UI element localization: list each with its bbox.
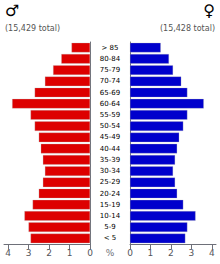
svg-text:80-84: 80-84 bbox=[100, 55, 121, 63]
svg-text:1: 1 bbox=[148, 248, 154, 258]
svg-text:(15,428 total): (15,428 total) bbox=[160, 24, 215, 33]
svg-text:5-9: 5-9 bbox=[104, 223, 115, 231]
svg-text:55-59: 55-59 bbox=[100, 111, 120, 119]
svg-text:♂: ♂ bbox=[5, 1, 19, 20]
svg-text:15-19: 15-19 bbox=[100, 201, 120, 209]
svg-text:2: 2 bbox=[168, 248, 174, 258]
svg-text:0: 0 bbox=[87, 248, 93, 258]
svg-text:3: 3 bbox=[189, 248, 195, 258]
svg-text:3: 3 bbox=[26, 248, 32, 258]
svg-text:40-44: 40-44 bbox=[100, 145, 121, 153]
svg-text:> 85: > 85 bbox=[102, 44, 119, 52]
svg-text:60-64: 60-64 bbox=[100, 100, 121, 108]
svg-text:75-79: 75-79 bbox=[100, 66, 120, 74]
svg-text:(15,429 total): (15,429 total) bbox=[5, 24, 60, 33]
svg-text:70-74: 70-74 bbox=[100, 77, 121, 85]
svg-text:25-29: 25-29 bbox=[100, 178, 120, 186]
svg-text:50-54: 50-54 bbox=[100, 122, 121, 130]
svg-text:65-69: 65-69 bbox=[100, 89, 120, 97]
svg-text:0: 0 bbox=[127, 248, 133, 258]
svg-text:20-24: 20-24 bbox=[100, 190, 121, 198]
svg-text:4: 4 bbox=[209, 248, 215, 258]
svg-text:< 5: < 5 bbox=[104, 234, 117, 242]
svg-text:10-14: 10-14 bbox=[100, 212, 121, 220]
svg-text:30-34: 30-34 bbox=[100, 167, 121, 175]
svg-text:%: % bbox=[106, 248, 115, 258]
svg-text:2: 2 bbox=[46, 248, 52, 258]
svg-text:♀: ♀ bbox=[203, 1, 215, 20]
svg-text:35-39: 35-39 bbox=[100, 156, 120, 164]
svg-text:45-49: 45-49 bbox=[100, 133, 120, 141]
svg-text:4: 4 bbox=[5, 248, 11, 258]
svg-text:1: 1 bbox=[67, 248, 73, 258]
